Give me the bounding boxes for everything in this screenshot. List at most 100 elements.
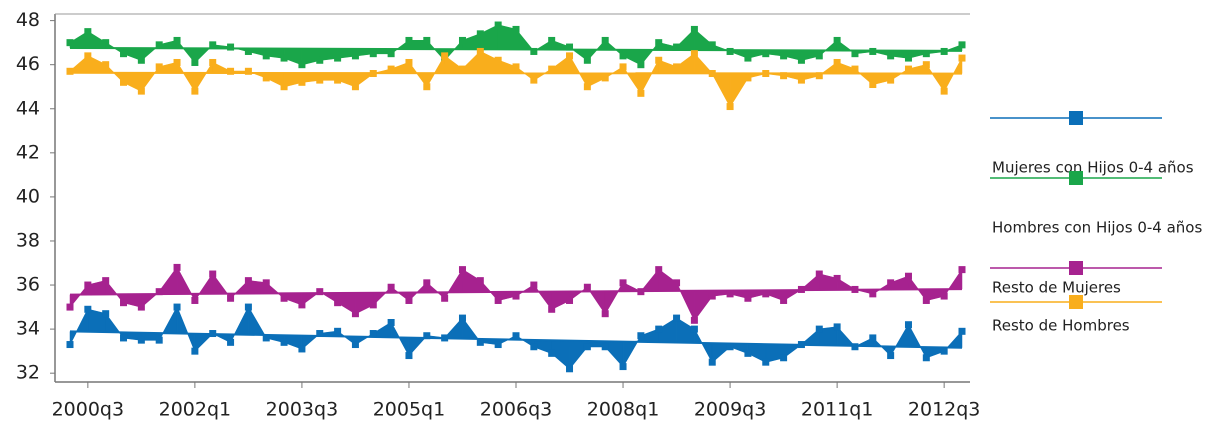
y-tick-label: 32 <box>16 362 40 384</box>
point <box>690 316 698 324</box>
point <box>566 52 574 60</box>
point <box>298 78 306 86</box>
point <box>102 61 110 69</box>
point <box>494 56 502 64</box>
point <box>102 277 110 285</box>
trend-line <box>69 71 963 75</box>
x-tick-label: 2005q1 <box>373 399 446 421</box>
point <box>476 47 484 55</box>
point <box>102 310 110 318</box>
point <box>120 50 128 58</box>
point <box>458 314 466 322</box>
point <box>155 288 163 296</box>
point <box>387 50 395 58</box>
point <box>227 67 235 75</box>
point <box>904 321 912 329</box>
point <box>548 305 556 313</box>
point <box>405 352 413 360</box>
point <box>244 67 252 75</box>
point <box>316 330 324 338</box>
point <box>869 47 877 55</box>
point <box>137 336 145 344</box>
y-tick-label: 48 <box>16 9 40 31</box>
point <box>869 334 877 342</box>
point <box>458 266 466 274</box>
point <box>137 56 145 64</box>
point <box>334 327 342 335</box>
point <box>708 69 716 77</box>
point <box>583 83 591 91</box>
point <box>84 281 92 289</box>
point <box>369 330 377 338</box>
point <box>566 365 574 373</box>
point <box>120 299 128 307</box>
point <box>66 39 74 47</box>
point <box>316 76 324 84</box>
point <box>744 349 752 357</box>
point <box>815 72 823 80</box>
point <box>780 296 788 304</box>
point <box>655 266 663 274</box>
point <box>726 103 734 111</box>
point <box>566 296 574 304</box>
point <box>690 325 698 333</box>
x-tick-label: 2008q1 <box>587 399 660 421</box>
legend-marker <box>1069 261 1083 275</box>
point <box>762 290 770 298</box>
point <box>887 352 895 360</box>
point <box>120 334 128 342</box>
point <box>244 303 252 311</box>
point <box>619 279 627 287</box>
point <box>637 332 645 340</box>
point <box>316 288 324 296</box>
point <box>387 65 395 73</box>
point <box>601 310 609 318</box>
point <box>173 58 181 66</box>
point <box>155 336 163 344</box>
point <box>102 39 110 47</box>
point <box>298 301 306 309</box>
y-tick-label: 46 <box>16 53 40 75</box>
point <box>280 83 288 91</box>
point <box>334 76 342 84</box>
point <box>815 270 823 278</box>
point <box>423 279 431 287</box>
point <box>512 292 520 300</box>
point <box>512 25 520 33</box>
legend-label: Resto de Hombres <box>992 317 1130 335</box>
point <box>601 343 609 351</box>
point <box>66 67 74 75</box>
point <box>548 349 556 357</box>
point <box>423 332 431 340</box>
legend-marker <box>1069 295 1083 309</box>
point <box>280 338 288 346</box>
point <box>191 296 199 304</box>
point <box>851 50 859 58</box>
point <box>583 283 591 291</box>
x-tick-label: 2012q3 <box>908 399 981 421</box>
point <box>334 299 342 307</box>
point <box>904 272 912 280</box>
point <box>673 314 681 322</box>
point <box>851 343 859 351</box>
point <box>494 296 502 304</box>
point <box>673 279 681 287</box>
y-tick-label: 44 <box>16 97 40 119</box>
point <box>726 47 734 55</box>
point <box>351 310 359 318</box>
point <box>209 58 217 66</box>
point <box>458 36 466 44</box>
point <box>940 87 948 95</box>
point <box>708 41 716 49</box>
point <box>922 354 930 362</box>
point <box>780 52 788 60</box>
point <box>904 65 912 73</box>
point <box>316 56 324 64</box>
point <box>619 52 627 60</box>
point <box>833 58 841 66</box>
point <box>155 63 163 71</box>
point <box>833 36 841 44</box>
point <box>244 277 252 285</box>
point <box>619 63 627 71</box>
